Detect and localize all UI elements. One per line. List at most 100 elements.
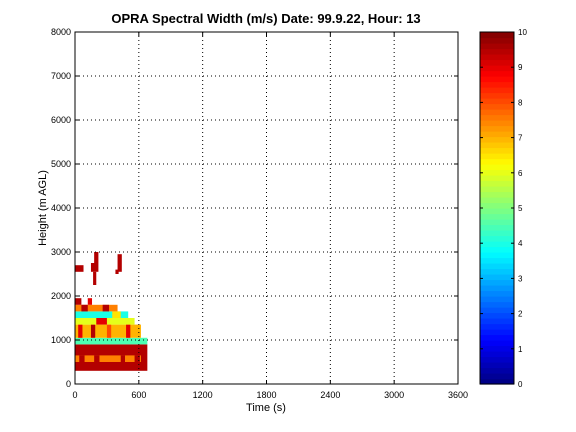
colorbar-segment [480,351,514,358]
colorbar-segment [480,224,514,231]
grid [75,32,458,384]
colorbar-segment [480,373,514,380]
colorbar-tick-label: 1 [518,345,523,354]
colorbar-segment [480,362,514,369]
colorbar-tick-label: 0 [518,380,523,389]
heatmap-cell [78,324,83,338]
colorbar-tick-label: 6 [518,169,523,178]
colorbar-segment [480,158,514,165]
y-axis-ticks: 0 1000 2000 3000 4000 5000 6000 7000 8000 [51,27,458,389]
colorbar-tick-label: 4 [518,239,523,248]
y-tick-label: 0 [66,379,71,389]
x-tick-label: 3600 [448,390,468,400]
colorbar-segment [480,285,514,292]
colorbar-segment [480,37,514,44]
colorbar-segment [480,235,514,242]
colorbar-segment [480,345,514,352]
colorbar-tick-label: 2 [518,310,523,319]
y-tick-label: 3000 [51,247,71,257]
heatmap-cell [75,337,148,345]
colorbar-segment [480,274,514,281]
colorbar-segment [480,329,514,336]
colorbar-segment [480,301,514,308]
heatmap-cell [120,355,126,362]
colorbar-segment [480,136,514,143]
y-axis-label: Height (m AGL) [37,170,49,246]
colorbar-segment [480,48,514,55]
heatmap-cell [117,254,122,272]
heatmap-cell [94,252,99,263]
heatmap-cell [87,298,93,305]
colorbar-segment [480,59,514,66]
colorbar-segment [480,296,514,303]
colorbar-segment [480,252,514,259]
colorbar-segment [480,114,514,121]
heatmap-cell [112,311,121,318]
heatmap-cell [79,355,85,362]
heatmap-cell [81,304,88,312]
heatmap-cell [75,265,84,272]
colorbar-segment [480,164,514,171]
y-tick-label: 4000 [51,203,71,213]
colorbar: 0 1 2 3 4 5 6 7 8 9 10 [479,28,527,389]
x-tick-label: 1200 [193,390,213,400]
colorbar-segment [480,213,514,220]
heatmap-cell [106,324,112,338]
colorbar-segment [480,103,514,110]
colorbar-segment [480,197,514,204]
colorbar-segment [480,81,514,88]
heatmap-cell [75,311,129,318]
colorbar-segment [480,263,514,270]
heatmap-cell [90,263,99,272]
x-tick-label: 600 [131,390,146,400]
heatmap-cell [90,324,96,338]
y-tick-label: 8000 [51,27,71,37]
colorbar-segment [480,268,514,275]
heatmap-cell [94,355,100,362]
colorbar-segment [480,202,514,209]
colorbar-segment [480,131,514,138]
colorbar-segment [480,120,514,127]
colorbar-segment [480,191,514,198]
chart-title: OPRA Spectral Width (m/s) Date: 99.9.22,… [111,11,420,26]
heatmap-cell [75,304,118,312]
colorbar-segment [480,186,514,193]
colorbar-segment [480,43,514,50]
colorbar-segment [480,378,514,385]
colorbar-segment [480,241,514,248]
colorbar-tick-label: 3 [518,274,523,283]
colorbar-segment [480,290,514,297]
colorbar-segment [480,32,514,39]
heatmap-cell [134,355,140,362]
colorbar-tick-label: 9 [518,63,523,72]
x-axis-ticks: 0 600 1200 1800 2400 3000 3600 [72,32,468,400]
colorbar-segment [480,70,514,77]
colorbar-segment [480,219,514,226]
colorbar-segment [480,125,514,132]
colorbar-segment [480,230,514,237]
x-tick-label: 3000 [384,390,404,400]
colorbar-segment [480,87,514,94]
colorbar-segment [480,169,514,176]
y-tick-label: 2000 [51,291,71,301]
colorbar-segment [480,147,514,154]
heatmap-cell [126,324,131,338]
x-axis-label: Time (s) [246,402,286,414]
colorbar-tick-label: 7 [518,134,523,143]
colorbar-segment [480,92,514,99]
colorbar-segment [480,109,514,116]
x-tick-label: 1800 [256,390,276,400]
colorbar-segment [480,246,514,253]
colorbar-tick-label: 8 [518,98,523,107]
colorbar-segment [480,356,514,363]
y-tick-label: 5000 [51,159,71,169]
colorbar-segment [480,312,514,319]
colorbar-tick-label: 5 [518,204,523,213]
heatmap-cells [75,252,148,371]
colorbar-segment [480,340,514,347]
heatmap-cell [102,304,110,312]
colorbar-segment [480,318,514,325]
heatmap-cell [93,271,97,285]
y-tick-label: 6000 [51,115,71,125]
